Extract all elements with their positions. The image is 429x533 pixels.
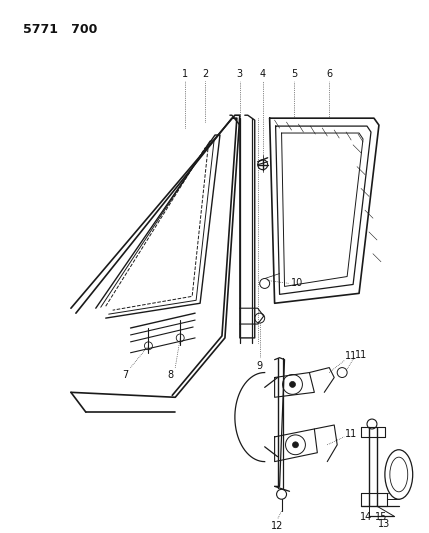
Text: 11: 11 — [355, 350, 367, 360]
Text: 8: 8 — [167, 369, 173, 379]
Text: 7: 7 — [122, 369, 129, 379]
Circle shape — [290, 382, 296, 387]
Ellipse shape — [385, 450, 413, 499]
Text: 11: 11 — [345, 351, 357, 361]
Ellipse shape — [390, 457, 408, 492]
Text: 3: 3 — [237, 69, 243, 79]
Text: 1: 1 — [182, 69, 188, 79]
Text: 2: 2 — [202, 69, 208, 79]
Text: 6: 6 — [326, 69, 332, 79]
Text: 5: 5 — [291, 69, 298, 79]
Text: 10: 10 — [291, 278, 304, 288]
Text: 13: 13 — [378, 519, 390, 529]
Text: 15: 15 — [375, 512, 387, 522]
Text: 9: 9 — [257, 361, 263, 370]
Text: 11: 11 — [345, 429, 357, 439]
Text: 4: 4 — [260, 69, 266, 79]
Circle shape — [293, 442, 299, 448]
Text: 12: 12 — [272, 521, 284, 531]
Text: 5771   700: 5771 700 — [23, 23, 98, 36]
Text: 14: 14 — [360, 512, 372, 522]
